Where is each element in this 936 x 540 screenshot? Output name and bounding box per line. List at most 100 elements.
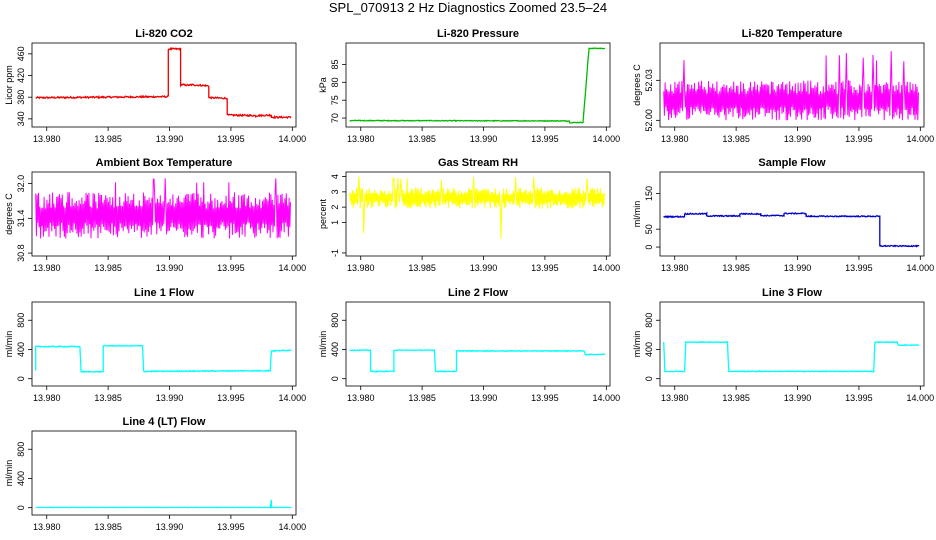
chart-panel: Line 4 (LT) Flow 13.980 13.985 13.990 13.995… bbox=[4, 416, 306, 532]
plot-area bbox=[35, 344, 292, 374]
y-tick-label: 50 bbox=[644, 224, 654, 234]
chart-title: Line 4 (LT) Flow bbox=[123, 416, 206, 428]
x-tick-label: 14.000 bbox=[907, 263, 935, 273]
y-axis-label: ml/min bbox=[318, 331, 328, 358]
plot-area bbox=[35, 499, 292, 509]
chart-panel: Gas Stream RH 13.980 13.985 13.990 13.995 14.… bbox=[318, 157, 620, 273]
y-tick-label: 52.00 bbox=[644, 109, 654, 132]
x-tick-label: 13.995 bbox=[845, 134, 873, 144]
chart-panel: Line 3 Flow 13.980 13.985 13.990 13.995 14.00… bbox=[632, 287, 934, 403]
chart-title: Sample Flow bbox=[758, 157, 826, 169]
plot-area bbox=[663, 211, 920, 248]
x-tick-label: 13.980 bbox=[33, 134, 61, 144]
y-tick-label: 4 bbox=[330, 174, 340, 179]
y-axis-label: ml/min bbox=[632, 331, 642, 358]
y-axis-label: percent bbox=[318, 198, 328, 229]
chart-title: Li-820 CO2 bbox=[135, 28, 192, 40]
x-tick-label: 13.980 bbox=[33, 522, 61, 532]
x-tick-label: 13.990 bbox=[784, 393, 812, 403]
x-tick-label: 13.990 bbox=[156, 393, 184, 403]
y-tick-label: 400 bbox=[330, 342, 340, 357]
series-line bbox=[35, 47, 292, 120]
x-tick-label: 13.990 bbox=[784, 263, 812, 273]
x-tick-label: 13.995 bbox=[531, 393, 559, 403]
chart-panel: Li-820 CO2 13.980 13.985 13.990 13.995 14.000… bbox=[4, 28, 306, 144]
chart-panel: Line 1 Flow 13.980 13.985 13.990 13.995 14.00… bbox=[4, 287, 306, 403]
plot-frame bbox=[659, 301, 925, 387]
y-tick-label: 31.4 bbox=[16, 210, 26, 228]
chart-panel: Li-820 Temperature 13.980 13.985 13.990 13.9… bbox=[632, 28, 934, 144]
x-tick-label: 13.985 bbox=[722, 134, 750, 144]
y-tick-label: 400 bbox=[16, 342, 26, 357]
y-tick-label: 32.0 bbox=[16, 175, 26, 193]
x-tick-label: 13.990 bbox=[470, 134, 498, 144]
y-tick-label: 0 bbox=[16, 376, 26, 381]
series-line bbox=[35, 344, 292, 374]
x-tick-label: 13.985 bbox=[722, 393, 750, 403]
y-tick-label: 0 bbox=[16, 505, 26, 510]
chart-panel: Line 2 Flow 13.980 13.985 13.990 13.995 14.00… bbox=[318, 287, 620, 403]
x-tick-label: 13.980 bbox=[33, 393, 61, 403]
x-tick-label: 13.995 bbox=[217, 134, 245, 144]
x-tick-label: 14.000 bbox=[593, 393, 621, 403]
chart-title: Ambient Box Temperature bbox=[96, 157, 233, 169]
y-tick-label: 0 bbox=[644, 245, 654, 250]
chart-title: Gas Stream RH bbox=[438, 157, 518, 169]
y-axis-label: Licor ppm bbox=[4, 65, 14, 105]
y-tick-label: 70 bbox=[330, 113, 340, 123]
main-title: SPL_070913 2 Hz Diagnostics Zoomed 23.5–… bbox=[328, 0, 608, 15]
x-tick-label: 13.990 bbox=[156, 522, 184, 532]
plot-frame bbox=[345, 171, 611, 257]
series-line bbox=[349, 348, 606, 373]
x-tick-label: 13.995 bbox=[531, 263, 559, 273]
y-axis-label: degrees C bbox=[4, 193, 14, 235]
y-axis-label: ml/min bbox=[4, 331, 14, 358]
y-tick-label: 800 bbox=[644, 313, 654, 328]
x-tick-label: 13.995 bbox=[217, 522, 245, 532]
x-tick-label: 13.985 bbox=[94, 134, 122, 144]
chart-title: Line 3 Flow bbox=[762, 287, 822, 299]
x-tick-label: 14.000 bbox=[279, 522, 307, 532]
x-tick-label: 13.985 bbox=[94, 522, 122, 532]
y-tick-label: 340 bbox=[16, 111, 26, 126]
plot-area bbox=[35, 47, 292, 120]
y-tick-label: 80 bbox=[330, 77, 340, 87]
y-axis-label: degrees C bbox=[632, 64, 642, 106]
y-tick-label: 420 bbox=[16, 68, 26, 83]
y-tick-label: 75 bbox=[330, 95, 340, 105]
y-tick-label: 0 bbox=[330, 376, 340, 381]
y-tick-label: 400 bbox=[16, 471, 26, 486]
chart-panel: Ambient Box Temperature 13.980 13.985 13.99… bbox=[4, 157, 306, 273]
x-tick-label: 13.995 bbox=[531, 134, 559, 144]
plot-area bbox=[35, 178, 291, 239]
x-tick-label: 13.985 bbox=[408, 393, 436, 403]
plot-frame bbox=[31, 301, 297, 387]
plot-frame bbox=[31, 171, 297, 257]
plot-area bbox=[349, 348, 606, 373]
x-tick-label: 13.990 bbox=[470, 263, 498, 273]
series-line bbox=[35, 178, 291, 239]
x-tick-label: 13.990 bbox=[784, 134, 812, 144]
plot-area bbox=[663, 340, 920, 373]
chart-title: Line 1 Flow bbox=[134, 287, 194, 299]
plot-frame bbox=[345, 301, 611, 387]
plot-area bbox=[349, 47, 606, 124]
x-tick-label: 14.000 bbox=[907, 393, 935, 403]
x-tick-label: 13.995 bbox=[845, 393, 873, 403]
chart-panel: Li-820 Pressure 13.980 13.985 13.990 13.995 1… bbox=[318, 28, 620, 144]
x-tick-label: 13.995 bbox=[845, 263, 873, 273]
x-tick-label: 13.990 bbox=[156, 134, 184, 144]
chart-title: Line 2 Flow bbox=[448, 287, 508, 299]
x-tick-label: 13.985 bbox=[94, 393, 122, 403]
x-tick-label: 14.000 bbox=[279, 263, 307, 273]
y-tick-label: 150 bbox=[644, 186, 654, 201]
y-tick-label: 400 bbox=[644, 342, 654, 357]
y-axis-label: ml/min bbox=[632, 201, 642, 228]
y-tick-label: 3 bbox=[330, 189, 340, 194]
x-tick-label: 13.980 bbox=[661, 263, 689, 273]
x-tick-label: 13.990 bbox=[470, 393, 498, 403]
x-tick-label: 14.000 bbox=[593, 134, 621, 144]
x-tick-label: 13.990 bbox=[156, 263, 184, 273]
plot-frame bbox=[345, 42, 611, 128]
